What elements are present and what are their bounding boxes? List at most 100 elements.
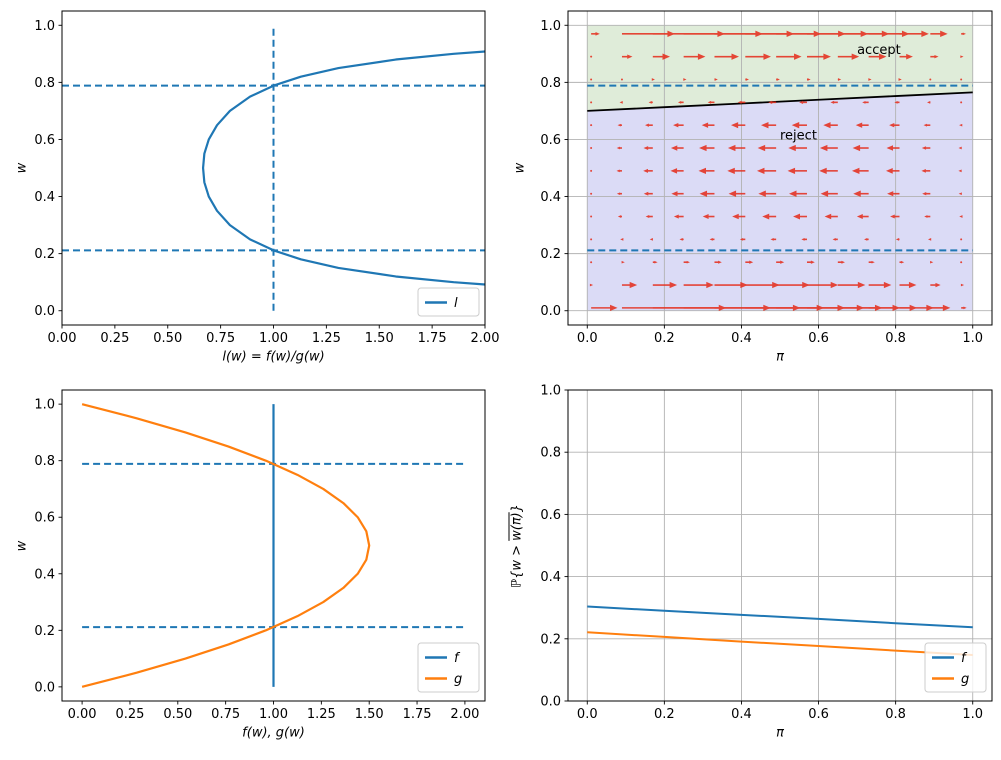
svg-text:0.0: 0.0 bbox=[34, 304, 55, 319]
legend-label-g: g bbox=[961, 672, 969, 687]
svg-text:1.0: 1.0 bbox=[540, 19, 561, 34]
svg-text:0.6: 0.6 bbox=[808, 331, 829, 346]
svg-text:1.0: 1.0 bbox=[962, 331, 983, 346]
legend: fg bbox=[417, 642, 480, 693]
plot-tail-probability-svg: 0.0 0.2 0.4 0.6 0.8 1.0 0.0 0.2 0.4 0.6 0.8 1.0 fg bbox=[540, 384, 993, 723]
legend: fg bbox=[924, 642, 987, 693]
svg-text:0.8: 0.8 bbox=[540, 76, 561, 91]
reject-label: reject bbox=[780, 128, 817, 143]
svg-text:1.25: 1.25 bbox=[307, 707, 336, 722]
plot-likelihood-ratio-svg: 0.00 0.25 0.50 0.75 1.00 1.25 1.50 1.75 2.00 0.0 0… bbox=[34, 10, 499, 346]
plot-likelihood-ratio-ylabel: w bbox=[14, 162, 30, 174]
plot-densities-svg: 0.00 0.25 0.50 0.75 1.00 1.25 1.50 1.75 2.00 0.0 0… bbox=[34, 389, 486, 722]
reject-region bbox=[587, 92, 973, 311]
legend: l bbox=[417, 287, 480, 317]
svg-text:1.75: 1.75 bbox=[403, 707, 432, 722]
svg-text:0.0: 0.0 bbox=[34, 680, 55, 695]
svg-text:0.8: 0.8 bbox=[34, 454, 55, 469]
svg-text:0.8: 0.8 bbox=[885, 331, 906, 346]
svg-text:1.00: 1.00 bbox=[259, 331, 288, 346]
svg-text:0.6: 0.6 bbox=[808, 707, 829, 722]
legend-label-f: f bbox=[961, 651, 968, 666]
svg-text:0.75: 0.75 bbox=[206, 331, 235, 346]
accept-label: accept bbox=[857, 43, 901, 58]
svg-text:1.50: 1.50 bbox=[365, 331, 394, 346]
axes-spines bbox=[61, 10, 486, 326]
svg-text:0.75: 0.75 bbox=[211, 707, 240, 722]
vector-field bbox=[589, 30, 967, 312]
tick-marks bbox=[58, 403, 466, 705]
svg-text:0.4: 0.4 bbox=[34, 190, 55, 205]
svg-text:0.25: 0.25 bbox=[115, 707, 144, 722]
plot-densities-xlabel: f(w), g(w) bbox=[242, 725, 305, 741]
svg-text:0.0: 0.0 bbox=[577, 707, 598, 722]
series-decision-boundary bbox=[587, 91, 973, 112]
accept-region bbox=[587, 25, 973, 111]
svg-text:0.2: 0.2 bbox=[34, 247, 55, 262]
svg-text:0.50: 0.50 bbox=[153, 331, 182, 346]
series-g bbox=[587, 631, 973, 656]
tick-marks bbox=[58, 24, 486, 329]
tick-labels: 0.0 0.2 0.4 0.6 0.8 1.0 0.0 0.2 0.4 0.6 0.8 1.0 bbox=[540, 19, 983, 346]
svg-text:0.50: 0.50 bbox=[163, 707, 192, 722]
grid-lines bbox=[568, 11, 992, 325]
plot-belief-dynamics: accept reject 0.0 0.2 0.4 0.6 0.8 1.0 0.0 0.2 0.4 0… bbox=[500, 0, 1001, 380]
svg-text:0.8: 0.8 bbox=[34, 76, 55, 91]
plot-belief-dynamics-xlabel: π bbox=[776, 349, 784, 365]
svg-text:0.4: 0.4 bbox=[540, 570, 561, 585]
plot-belief-dynamics-ylabel: w bbox=[512, 162, 528, 174]
series-f bbox=[587, 605, 973, 629]
svg-text:0.0: 0.0 bbox=[540, 304, 561, 319]
plot-likelihood-ratio: 0.00 0.25 0.50 0.75 1.00 1.25 1.50 1.75 2.00 0.0 0… bbox=[0, 0, 500, 380]
svg-text:1.0: 1.0 bbox=[34, 19, 55, 34]
svg-text:0.2: 0.2 bbox=[540, 632, 561, 647]
svg-text:0.00: 0.00 bbox=[48, 331, 77, 346]
svg-text:1.0: 1.0 bbox=[540, 384, 561, 399]
svg-text:1.00: 1.00 bbox=[259, 707, 288, 722]
tick-labels: 0.0 0.2 0.4 0.6 0.8 1.0 0.0 0.2 0.4 0.6 0.8 1.0 bbox=[540, 384, 983, 723]
plot-tail-probability: 0.0 0.2 0.4 0.6 0.8 1.0 0.0 0.2 0.4 0.6 0.8 1.0 f g π ℙ… bbox=[500, 380, 1001, 760]
plot-densities-ylabel: w bbox=[14, 540, 30, 551]
svg-text:0.4: 0.4 bbox=[731, 707, 752, 722]
svg-text:0.6: 0.6 bbox=[34, 133, 55, 148]
svg-text:0.4: 0.4 bbox=[34, 567, 55, 582]
svg-text:0.0: 0.0 bbox=[577, 331, 598, 346]
series-l bbox=[201, 50, 485, 286]
svg-text:0.00: 0.00 bbox=[68, 707, 97, 722]
plot-likelihood-ratio-xlabel: l(w) = f(w)/g(w) bbox=[222, 349, 325, 365]
svg-text:0.0: 0.0 bbox=[540, 695, 561, 710]
svg-text:0.2: 0.2 bbox=[654, 707, 675, 722]
plot-tail-probability-ylabel: ℙ{w > w(π)} bbox=[509, 503, 525, 588]
svg-text:1.25: 1.25 bbox=[312, 331, 341, 346]
svg-text:0.6: 0.6 bbox=[34, 511, 55, 526]
svg-text:0.25: 0.25 bbox=[100, 331, 129, 346]
svg-text:0.8: 0.8 bbox=[540, 446, 561, 461]
svg-text:2.00: 2.00 bbox=[471, 331, 500, 346]
legend-label-g: g bbox=[454, 672, 462, 687]
svg-text:0.2: 0.2 bbox=[34, 624, 55, 639]
legend-label-f: f bbox=[454, 651, 461, 666]
svg-text:1.50: 1.50 bbox=[355, 707, 384, 722]
tick-marks bbox=[564, 389, 974, 705]
legend-label-l: l bbox=[454, 296, 458, 311]
svg-text:0.8: 0.8 bbox=[885, 707, 906, 722]
svg-text:0.4: 0.4 bbox=[540, 190, 561, 205]
svg-text:1.0: 1.0 bbox=[962, 707, 983, 722]
svg-text:1.0: 1.0 bbox=[34, 398, 55, 413]
axes-spines bbox=[567, 10, 993, 326]
tick-labels: 0.00 0.25 0.50 0.75 1.00 1.25 1.50 1.75 2.00 0.0 0… bbox=[34, 19, 499, 346]
svg-text:0.6: 0.6 bbox=[540, 508, 561, 523]
plot-tail-probability-xlabel: π bbox=[776, 725, 784, 741]
svg-text:2.00: 2.00 bbox=[450, 707, 479, 722]
plot-densities: 0.00 0.25 0.50 0.75 1.00 1.25 1.50 1.75 2.00 0.0 0… bbox=[0, 380, 500, 760]
tick-labels: 0.00 0.25 0.50 0.75 1.00 1.25 1.50 1.75 2.00 0.0 0… bbox=[34, 398, 479, 722]
svg-text:0.2: 0.2 bbox=[654, 331, 675, 346]
axes-spines bbox=[567, 389, 993, 702]
series-g bbox=[81, 403, 371, 688]
svg-text:1.75: 1.75 bbox=[418, 331, 447, 346]
svg-text:0.2: 0.2 bbox=[540, 247, 561, 262]
plot-belief-dynamics-svg: accept reject 0.0 0.2 0.4 0.6 0.8 1.0 0.0 0.2 0.4 0… bbox=[540, 10, 993, 346]
tick-marks bbox=[564, 24, 974, 329]
svg-text:0.4: 0.4 bbox=[731, 331, 752, 346]
